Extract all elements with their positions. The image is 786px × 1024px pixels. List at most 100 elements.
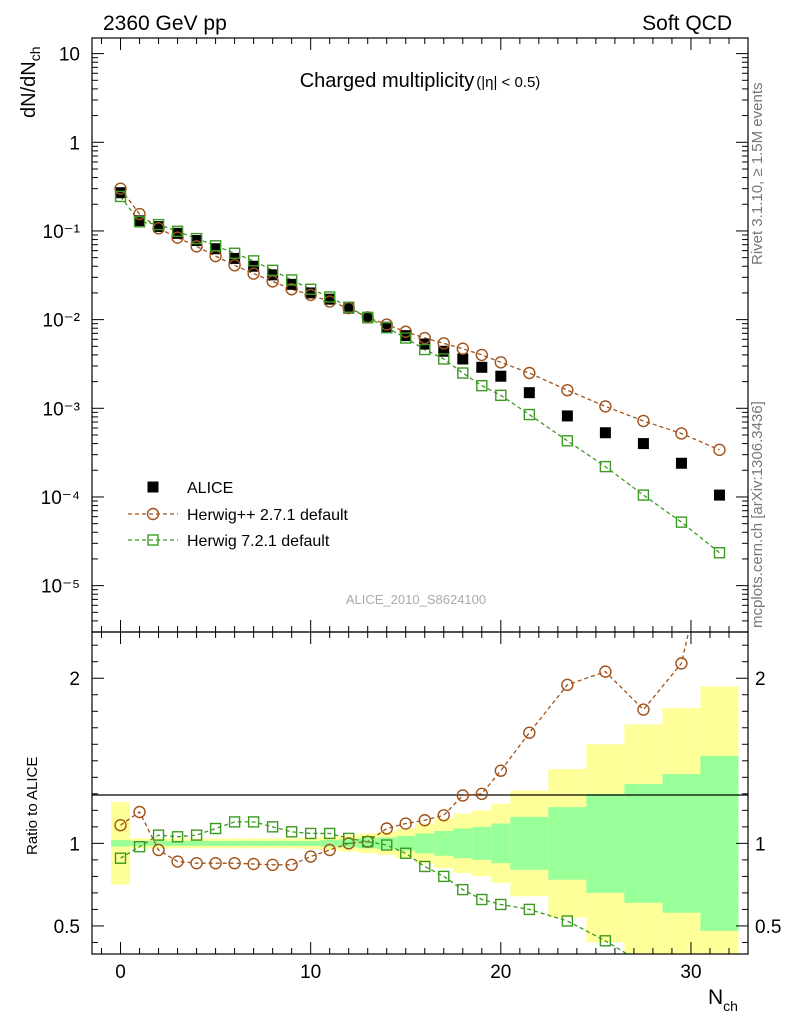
header-right-label: Soft QCD [642, 12, 732, 35]
ratio-data-point [247, 816, 260, 828]
main-data-point [285, 274, 298, 286]
main-data-point [153, 221, 165, 233]
main-data-point [438, 353, 450, 365]
main-data-point [675, 516, 688, 528]
main-data-point [476, 379, 488, 392]
main-y-axis-label-text: dN/dN [18, 61, 40, 118]
ratio-series-line [120, 632, 690, 866]
ratio-data-point [476, 893, 488, 906]
main-data-point [494, 356, 508, 369]
legend: ALICE Herwig++ 2.7.1 default Herwig 7.2.1 … [128, 480, 349, 550]
band-inner [168, 840, 188, 846]
main-data-point [599, 427, 611, 439]
main-data-point [171, 225, 184, 238]
main-data-point [171, 231, 184, 244]
ratio-data-point [190, 856, 203, 870]
band-inner [187, 840, 207, 846]
main-data-point [400, 332, 412, 344]
ratio-data-point [456, 789, 469, 802]
ratio-data-point [152, 843, 165, 857]
band-inner [244, 840, 264, 846]
ratio-data-point [638, 959, 648, 969]
ratio-y-tick-label-right: 1 [755, 834, 766, 855]
band-inner [396, 835, 416, 851]
band-inner [263, 840, 283, 846]
main-y-axis-label: dN/dNch [18, 47, 43, 119]
ratio-y-tick-label: 2 [69, 669, 80, 690]
main-data-point [209, 240, 222, 252]
ratio-data-point [637, 703, 650, 716]
band-inner [301, 840, 321, 846]
main-data-point [713, 443, 726, 457]
main-data-point [114, 190, 127, 203]
main-y-tick-label: 10⁻¹ [43, 222, 81, 243]
band-inner [586, 793, 625, 893]
ratio-data-point [561, 678, 574, 692]
band-inner [453, 828, 473, 859]
main-data-point [247, 267, 260, 280]
band-inner [358, 838, 378, 849]
main-data-point [324, 293, 336, 305]
ratio-data-point [380, 822, 393, 835]
main-data-point [561, 410, 573, 422]
main-title: Charged multiplicity (|η| < 0.5) [300, 70, 541, 92]
main-y-tick-label: 10⁻³ [43, 399, 81, 420]
x-tick-label: 10 [300, 962, 321, 983]
band-inner [282, 840, 302, 846]
band-inner [491, 823, 511, 864]
main-data-point [305, 287, 317, 299]
ratio-data-point [171, 855, 184, 868]
main-data-point [561, 435, 574, 447]
band-inner [320, 840, 340, 847]
ratio-data-point [247, 857, 260, 871]
main-data-point [115, 187, 127, 199]
ratio-data-point [114, 852, 127, 864]
band-inner [662, 774, 701, 913]
main-data-point [457, 367, 469, 379]
ratio-data-point [323, 827, 336, 840]
main-data-point [637, 438, 649, 450]
main-data-point [114, 182, 127, 195]
analysis-watermark: ALICE_2010_S8624100 [346, 592, 486, 607]
main-data-point [323, 291, 336, 303]
band-inner [624, 783, 663, 903]
ratio-data-point [228, 816, 241, 828]
ratio-data-point [523, 726, 536, 739]
main-data-point [172, 227, 184, 239]
ratio-data-point [714, 967, 724, 977]
main-y-tick-label: 10⁻⁴ [41, 488, 80, 509]
main-data-point [523, 387, 535, 399]
legend-label: Herwig 7.2.1 default [187, 533, 330, 550]
band-inner [510, 816, 549, 870]
ratio-data-point [323, 843, 336, 857]
main-data-point [456, 342, 469, 355]
main-data-point [152, 218, 165, 231]
main-data-point [437, 337, 450, 350]
ratio-data-point [285, 826, 298, 838]
main-data-point [523, 408, 536, 421]
main-data-point [228, 259, 241, 272]
ratio-y-tick-label-right: 0.5 [755, 917, 781, 938]
main-data-point [495, 389, 507, 402]
ratio-data-point [171, 831, 184, 843]
ratio-data-point [152, 829, 165, 841]
main-data-point [637, 489, 650, 501]
main-data-point [133, 216, 146, 228]
ratio-data-point [342, 832, 355, 845]
x-tick-label: 0 [115, 962, 126, 983]
main-data-point [561, 383, 574, 397]
ratio-series-line [120, 821, 629, 954]
main-data-point [418, 331, 431, 345]
ratio-y-tick-label-right: 2 [755, 669, 766, 690]
main-data-point [362, 311, 374, 324]
band-inner [377, 837, 397, 850]
main-data-point [675, 457, 687, 469]
band-inner [130, 840, 150, 846]
main-data-point [343, 302, 355, 314]
ratio-data-point [266, 858, 279, 872]
main-title-suffix: (|η| < 0.5) [476, 74, 540, 91]
ratio-data-point [400, 847, 412, 859]
main-data-point [438, 345, 450, 357]
ratio-data-point [304, 827, 317, 840]
ratio-data-point [561, 915, 574, 927]
